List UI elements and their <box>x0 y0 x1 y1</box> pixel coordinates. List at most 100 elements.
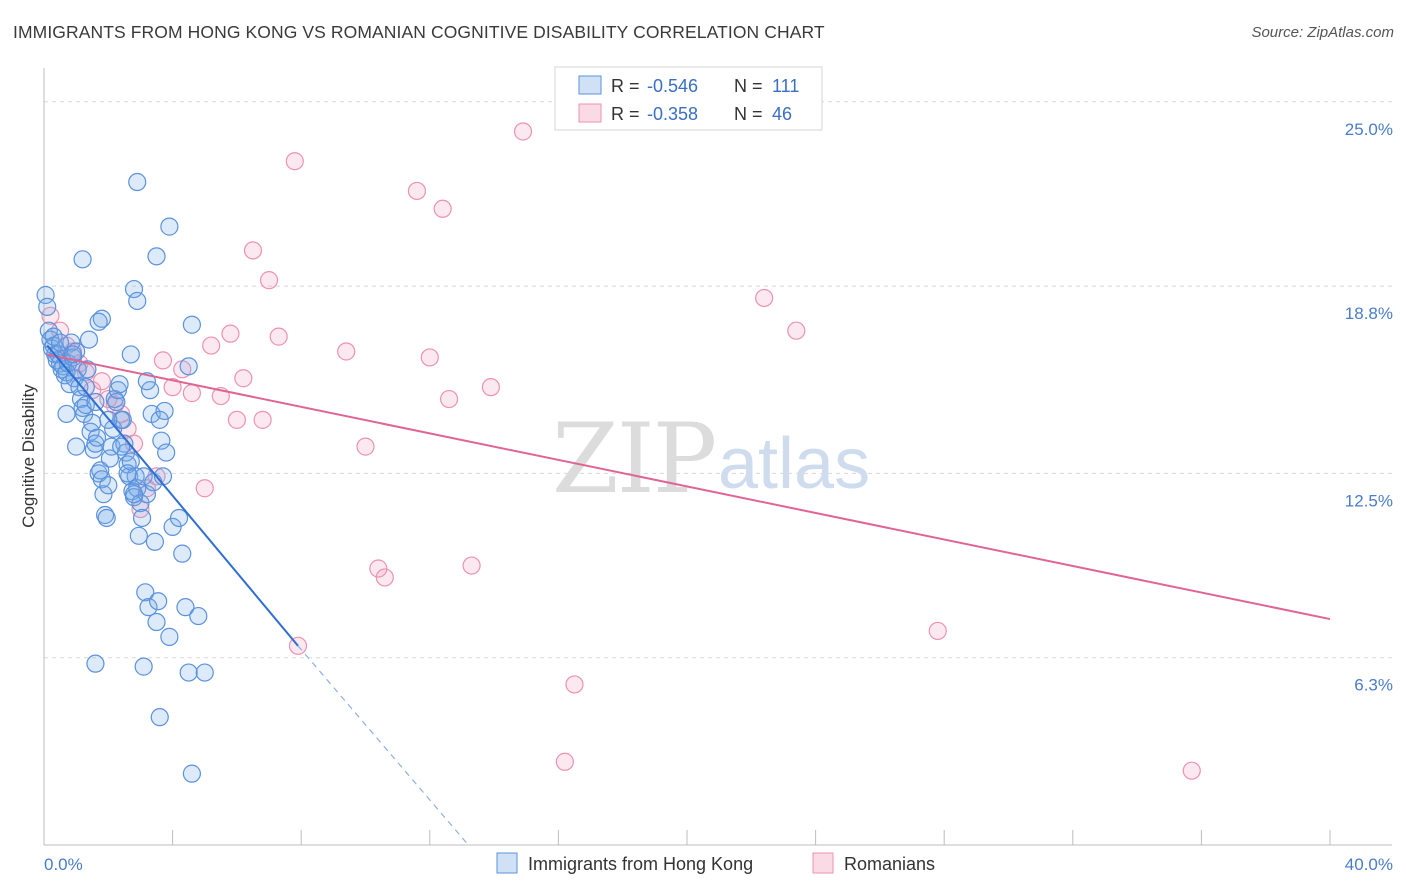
data-point <box>139 598 158 617</box>
data-point <box>420 348 439 367</box>
data-point <box>337 342 356 361</box>
data-point <box>439 389 459 409</box>
series-legend-swatch-pink <box>812 852 834 874</box>
data-point <box>481 378 500 397</box>
hong-kong-trend-extension <box>297 645 469 846</box>
data-point <box>150 410 169 429</box>
stats-legend-box <box>554 66 823 131</box>
stats-legend: R = -0.546 N = 111 R = -0.358 N = 46 <box>554 66 823 131</box>
data-point <box>57 404 76 424</box>
data-point <box>179 357 198 376</box>
watermark-zip: ZIP <box>552 403 715 515</box>
data-point <box>92 309 111 328</box>
data-point <box>145 532 165 551</box>
data-point <box>150 708 169 727</box>
data-point <box>95 505 115 525</box>
data-point <box>121 345 140 364</box>
data-point <box>160 627 179 646</box>
data-point <box>369 559 388 578</box>
data-point <box>147 612 166 632</box>
data-point <box>513 122 533 141</box>
legend-r-value-blue: -0.546 <box>647 76 698 96</box>
data-point <box>234 369 253 388</box>
series-legend: Immigrants from Hong Kong Romanians <box>496 852 935 874</box>
data-point <box>67 437 86 456</box>
data-point <box>169 508 189 528</box>
data-point <box>152 431 171 450</box>
data-point <box>173 544 192 563</box>
y-tick-label: 12.5% <box>1345 491 1393 510</box>
data-point <box>163 517 182 536</box>
data-point <box>86 654 105 673</box>
data-point <box>182 384 201 403</box>
data-point <box>89 312 108 331</box>
data-point <box>195 479 214 498</box>
data-point <box>50 333 70 352</box>
series-legend-label-pink: Romanians <box>844 854 935 874</box>
data-point <box>118 464 137 483</box>
data-point <box>243 241 263 260</box>
data-point <box>755 288 774 308</box>
legend-r-label-pink: R = <box>611 104 640 124</box>
data-point <box>462 556 481 575</box>
legend-n-label-pink: N = <box>734 104 763 124</box>
data-point <box>227 410 246 429</box>
hong-kong-points <box>36 172 214 783</box>
data-point <box>253 410 272 429</box>
data-point <box>149 592 168 611</box>
data-point <box>87 428 107 447</box>
legend-n-value-pink: 46 <box>772 104 792 124</box>
data-point <box>179 663 198 682</box>
data-point <box>92 372 111 391</box>
data-point <box>131 494 150 513</box>
y-axis-title: Cognitive Disability <box>19 384 38 528</box>
data-point <box>84 440 103 459</box>
legend-n-label-blue: N = <box>734 76 763 96</box>
data-point <box>155 401 174 421</box>
data-point <box>124 279 144 299</box>
data-point <box>565 675 584 694</box>
data-point <box>269 327 288 346</box>
data-point <box>97 508 116 528</box>
data-point <box>195 663 214 682</box>
data-point <box>136 583 155 602</box>
data-point <box>73 250 92 269</box>
data-point <box>928 621 947 641</box>
data-point <box>147 247 166 266</box>
x-tick-label: 0.0% <box>44 855 83 874</box>
data-point <box>285 152 304 171</box>
series-legend-label-blue: Immigrants from Hong Kong <box>528 854 753 874</box>
y-tick-label: 25.0% <box>1345 120 1393 139</box>
data-point <box>113 410 132 429</box>
data-point <box>78 360 97 379</box>
data-point <box>157 443 176 462</box>
legend-n-value-blue: 111 <box>772 76 799 96</box>
data-point <box>110 375 129 394</box>
tick-labels: 6.3% 12.5% 18.8% 25.0% 0.0% 40.0% <box>44 120 1393 874</box>
data-point <box>153 351 173 370</box>
data-point <box>182 764 201 783</box>
data-point <box>112 437 131 456</box>
legend-r-value-pink: -0.358 <box>647 104 698 124</box>
data-point <box>108 381 128 400</box>
series-legend-swatch-blue <box>496 852 518 874</box>
grid-layer <box>44 101 1392 659</box>
legend-r-label-blue: R = <box>611 76 640 96</box>
data-point <box>137 372 156 391</box>
data-point <box>94 485 113 504</box>
data-point <box>221 324 240 343</box>
data-point <box>124 485 144 504</box>
x-tick-label: 40.0% <box>1345 855 1393 874</box>
y-tick-label: 6.3% <box>1354 676 1393 695</box>
data-point <box>433 199 452 218</box>
data-point <box>1182 761 1201 780</box>
data-point <box>99 476 118 495</box>
data-point <box>128 172 147 192</box>
data-point <box>134 657 153 676</box>
data-point <box>76 378 95 397</box>
data-point <box>129 526 148 545</box>
romanians-trend-line <box>47 353 1331 621</box>
data-point <box>176 598 195 617</box>
legend-swatch-blue <box>578 75 602 95</box>
